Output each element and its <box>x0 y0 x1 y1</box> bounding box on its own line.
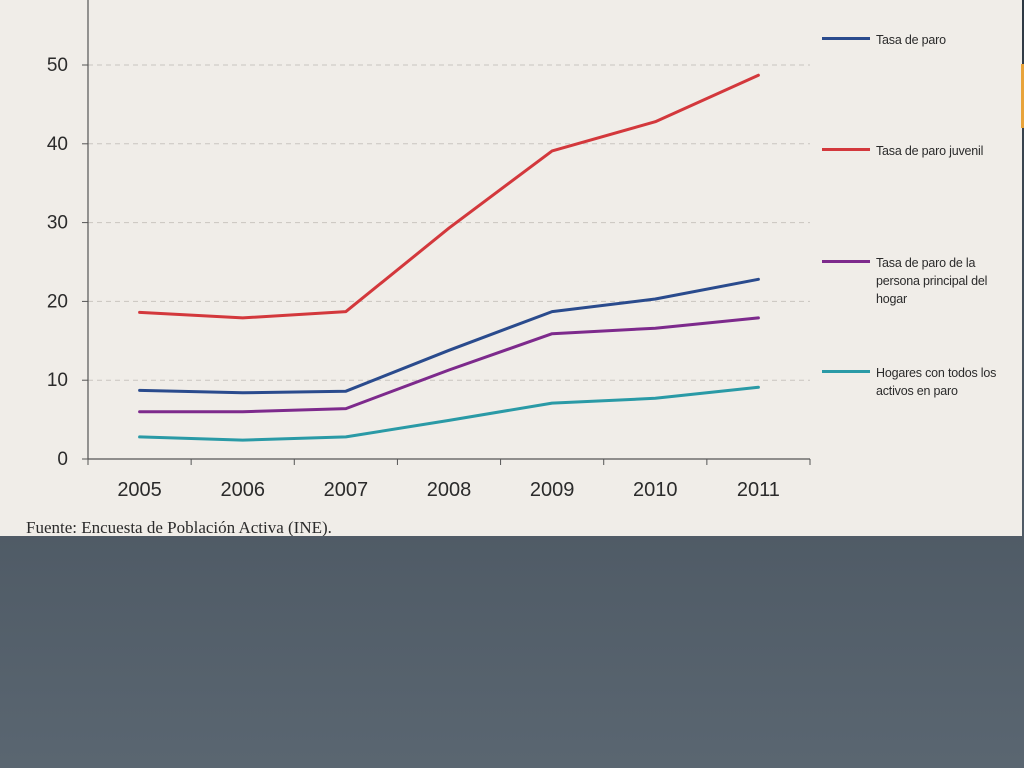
y-tick-label: 20 <box>47 291 68 312</box>
gridlines <box>88 64 810 381</box>
legend-label: Tasa de paro juvenil <box>876 144 984 158</box>
legend-label: Tasa de paro de la persona principal del… <box>876 256 988 306</box>
legend-swatch <box>822 37 870 40</box>
series-line-0 <box>138 277 760 395</box>
x-tick-label-2007: 2007 <box>324 479 369 501</box>
line-chart: 0 10 20 30 40 50 2005 2006 2007 2008 2009 2010 2011 <box>47 0 811 501</box>
x-tick-label-2011: 2011 <box>737 479 780 501</box>
figure-panel: 0 10 20 30 40 50 2005 2006 2007 2008 2009 2010 2011 … <box>0 0 1022 536</box>
legend-label: Tasa de paro <box>876 33 946 47</box>
series-lines <box>138 73 760 442</box>
legend-swatch <box>822 148 870 151</box>
axes: 0 10 20 30 40 50 2005 2006 2007 2008 2009 2010 2011 <box>47 0 811 501</box>
source-note: Fuente: Encuesta de Población Activa (IN… <box>26 518 332 536</box>
series-line-3 <box>138 385 760 442</box>
y-tick-label: 40 <box>47 134 68 155</box>
x-tick-label-2008: 2008 <box>427 479 472 501</box>
x-tick-label-2009: 2009 <box>530 479 575 501</box>
x-tick-label-2005: 2005 <box>117 479 162 501</box>
y-tick-label: 30 <box>47 213 68 234</box>
legend: Tasa de paro Tasa de paro juvenil Tasa d… <box>822 0 1022 536</box>
series-line-2 <box>138 316 760 414</box>
legend-label: Hogares con todos los activos en paro <box>876 366 997 398</box>
series-line-1 <box>138 73 760 320</box>
y-tick-label: 10 <box>47 370 68 391</box>
legend-swatch <box>822 370 870 373</box>
x-tick-label-2006: 2006 <box>220 479 265 501</box>
x-tick-label-2010: 2010 <box>633 479 678 501</box>
y-tick-label: 50 <box>47 55 68 76</box>
accent-strip <box>1021 64 1024 128</box>
y-tick-label: 0 <box>57 449 68 470</box>
legend-swatch <box>822 260 870 263</box>
